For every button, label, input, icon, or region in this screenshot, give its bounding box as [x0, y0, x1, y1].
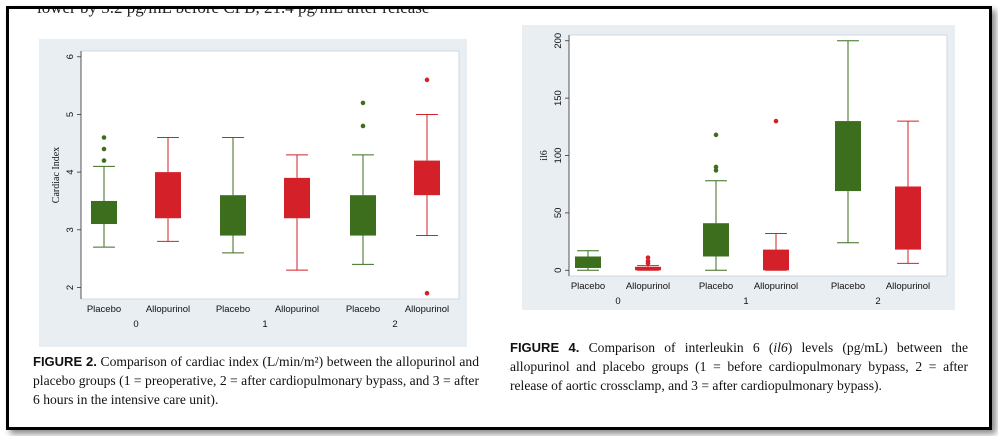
- box-iqr: [835, 121, 861, 192]
- x-series-label: Allopurinol: [275, 304, 319, 315]
- box-outlier-point: [424, 77, 430, 83]
- y-tick-label: 4: [65, 169, 76, 174]
- box-iqr: [635, 266, 661, 271]
- y-tick-label: 5: [65, 112, 76, 117]
- y-axis-label: il6: [539, 150, 550, 161]
- box-outlier-point: [773, 118, 779, 124]
- box-iqr: [575, 256, 601, 268]
- box-outlier-point: [360, 100, 366, 106]
- x-series-label: Placebo: [831, 281, 865, 292]
- box-iqr: [220, 195, 246, 236]
- box-outlier-point: [424, 290, 430, 296]
- box-iqr: [350, 195, 376, 236]
- box-outlier-point: [101, 135, 107, 140]
- x-series-label: Allopurinol: [146, 304, 190, 315]
- box-iqr: [155, 172, 181, 219]
- box-iqr: [414, 160, 440, 196]
- figure4-caption-italic: il6: [773, 340, 788, 355]
- cropped-header-text: lower by 3.2 pg/mL before CPB, 21.4 pg/m…: [37, 6, 430, 17]
- x-series-label: Placebo: [216, 304, 250, 315]
- box-iqr: [763, 249, 789, 271]
- box-iqr: [703, 223, 729, 257]
- figure4-chart: 0 50 100 150 200 il6 Placebo Allopurinol 0 Placeb…: [539, 33, 948, 307]
- figure2-caption-label: FIGURE 2.: [33, 354, 97, 369]
- figure2-caption-text: Comparison of cardiac index (L/min/m²) b…: [33, 354, 479, 407]
- box-outlier-point: [101, 146, 107, 152]
- y-tick-label: 6: [65, 54, 76, 59]
- y-axis-label: Cardiac Index: [51, 147, 62, 203]
- y-tick-label: 3: [65, 227, 76, 232]
- box-outlier-point: [713, 164, 719, 170]
- x-group-label: 0: [133, 319, 138, 330]
- x-series-label: Allopurinol: [886, 281, 930, 292]
- x-group-label: 1: [743, 296, 748, 307]
- box-iqr: [284, 177, 310, 219]
- figure4-caption-text-post: ) levels (pg/mL) between the allopurinol…: [510, 340, 968, 393]
- x-series-label: Placebo: [346, 304, 380, 315]
- y-tick-label: 0: [553, 268, 564, 273]
- box-outlier-point: [101, 158, 107, 163]
- y-tick-label: 2: [65, 285, 76, 290]
- y-tick-label: 50: [553, 208, 564, 219]
- y-tick-label: 100: [553, 148, 564, 164]
- box-iqr: [91, 200, 117, 225]
- x-group-label: 2: [875, 296, 880, 307]
- x-group-label: 2: [392, 319, 397, 330]
- figure2-caption: FIGURE 2. Comparison of cardiac index (L…: [33, 352, 479, 409]
- box-iqr: [895, 186, 921, 250]
- x-series-label: Allopurinol: [626, 281, 670, 292]
- x-series-label: Allopurinol: [405, 304, 449, 315]
- x-series-label: Placebo: [87, 304, 121, 315]
- figure4-caption-label: FIGURE 4.: [510, 340, 580, 355]
- box-outlier-point: [713, 168, 719, 173]
- figure2-chart: 2 3 4 5 6 Cardiac Index Placebo Allopurinol 0 Pla…: [51, 50, 460, 330]
- y-tick-label: 200: [553, 33, 564, 49]
- x-series-label: Allopurinol: [754, 281, 798, 292]
- figure4-caption-text-pre: Comparison of interleukin 6 (: [579, 340, 774, 355]
- box-outlier-point: [645, 255, 651, 260]
- x-group-label: 1: [262, 319, 267, 330]
- box-outlier-point: [360, 123, 366, 129]
- x-series-label: Placebo: [699, 281, 733, 292]
- plot-area: [568, 34, 948, 277]
- x-group-label: 0: [615, 296, 620, 307]
- figure-screenshot-frame: lower by 3.2 pg/mL before CPB, 21.4 pg/m…: [6, 6, 992, 430]
- box-outlier-point: [713, 132, 719, 138]
- plot-area: [80, 50, 460, 300]
- x-series-label: Placebo: [571, 281, 605, 292]
- figure4-caption: FIGURE 4. Comparison of interleukin 6 (i…: [510, 338, 968, 395]
- y-tick-label: 150: [553, 90, 564, 106]
- box-outlier-point: [645, 258, 651, 264]
